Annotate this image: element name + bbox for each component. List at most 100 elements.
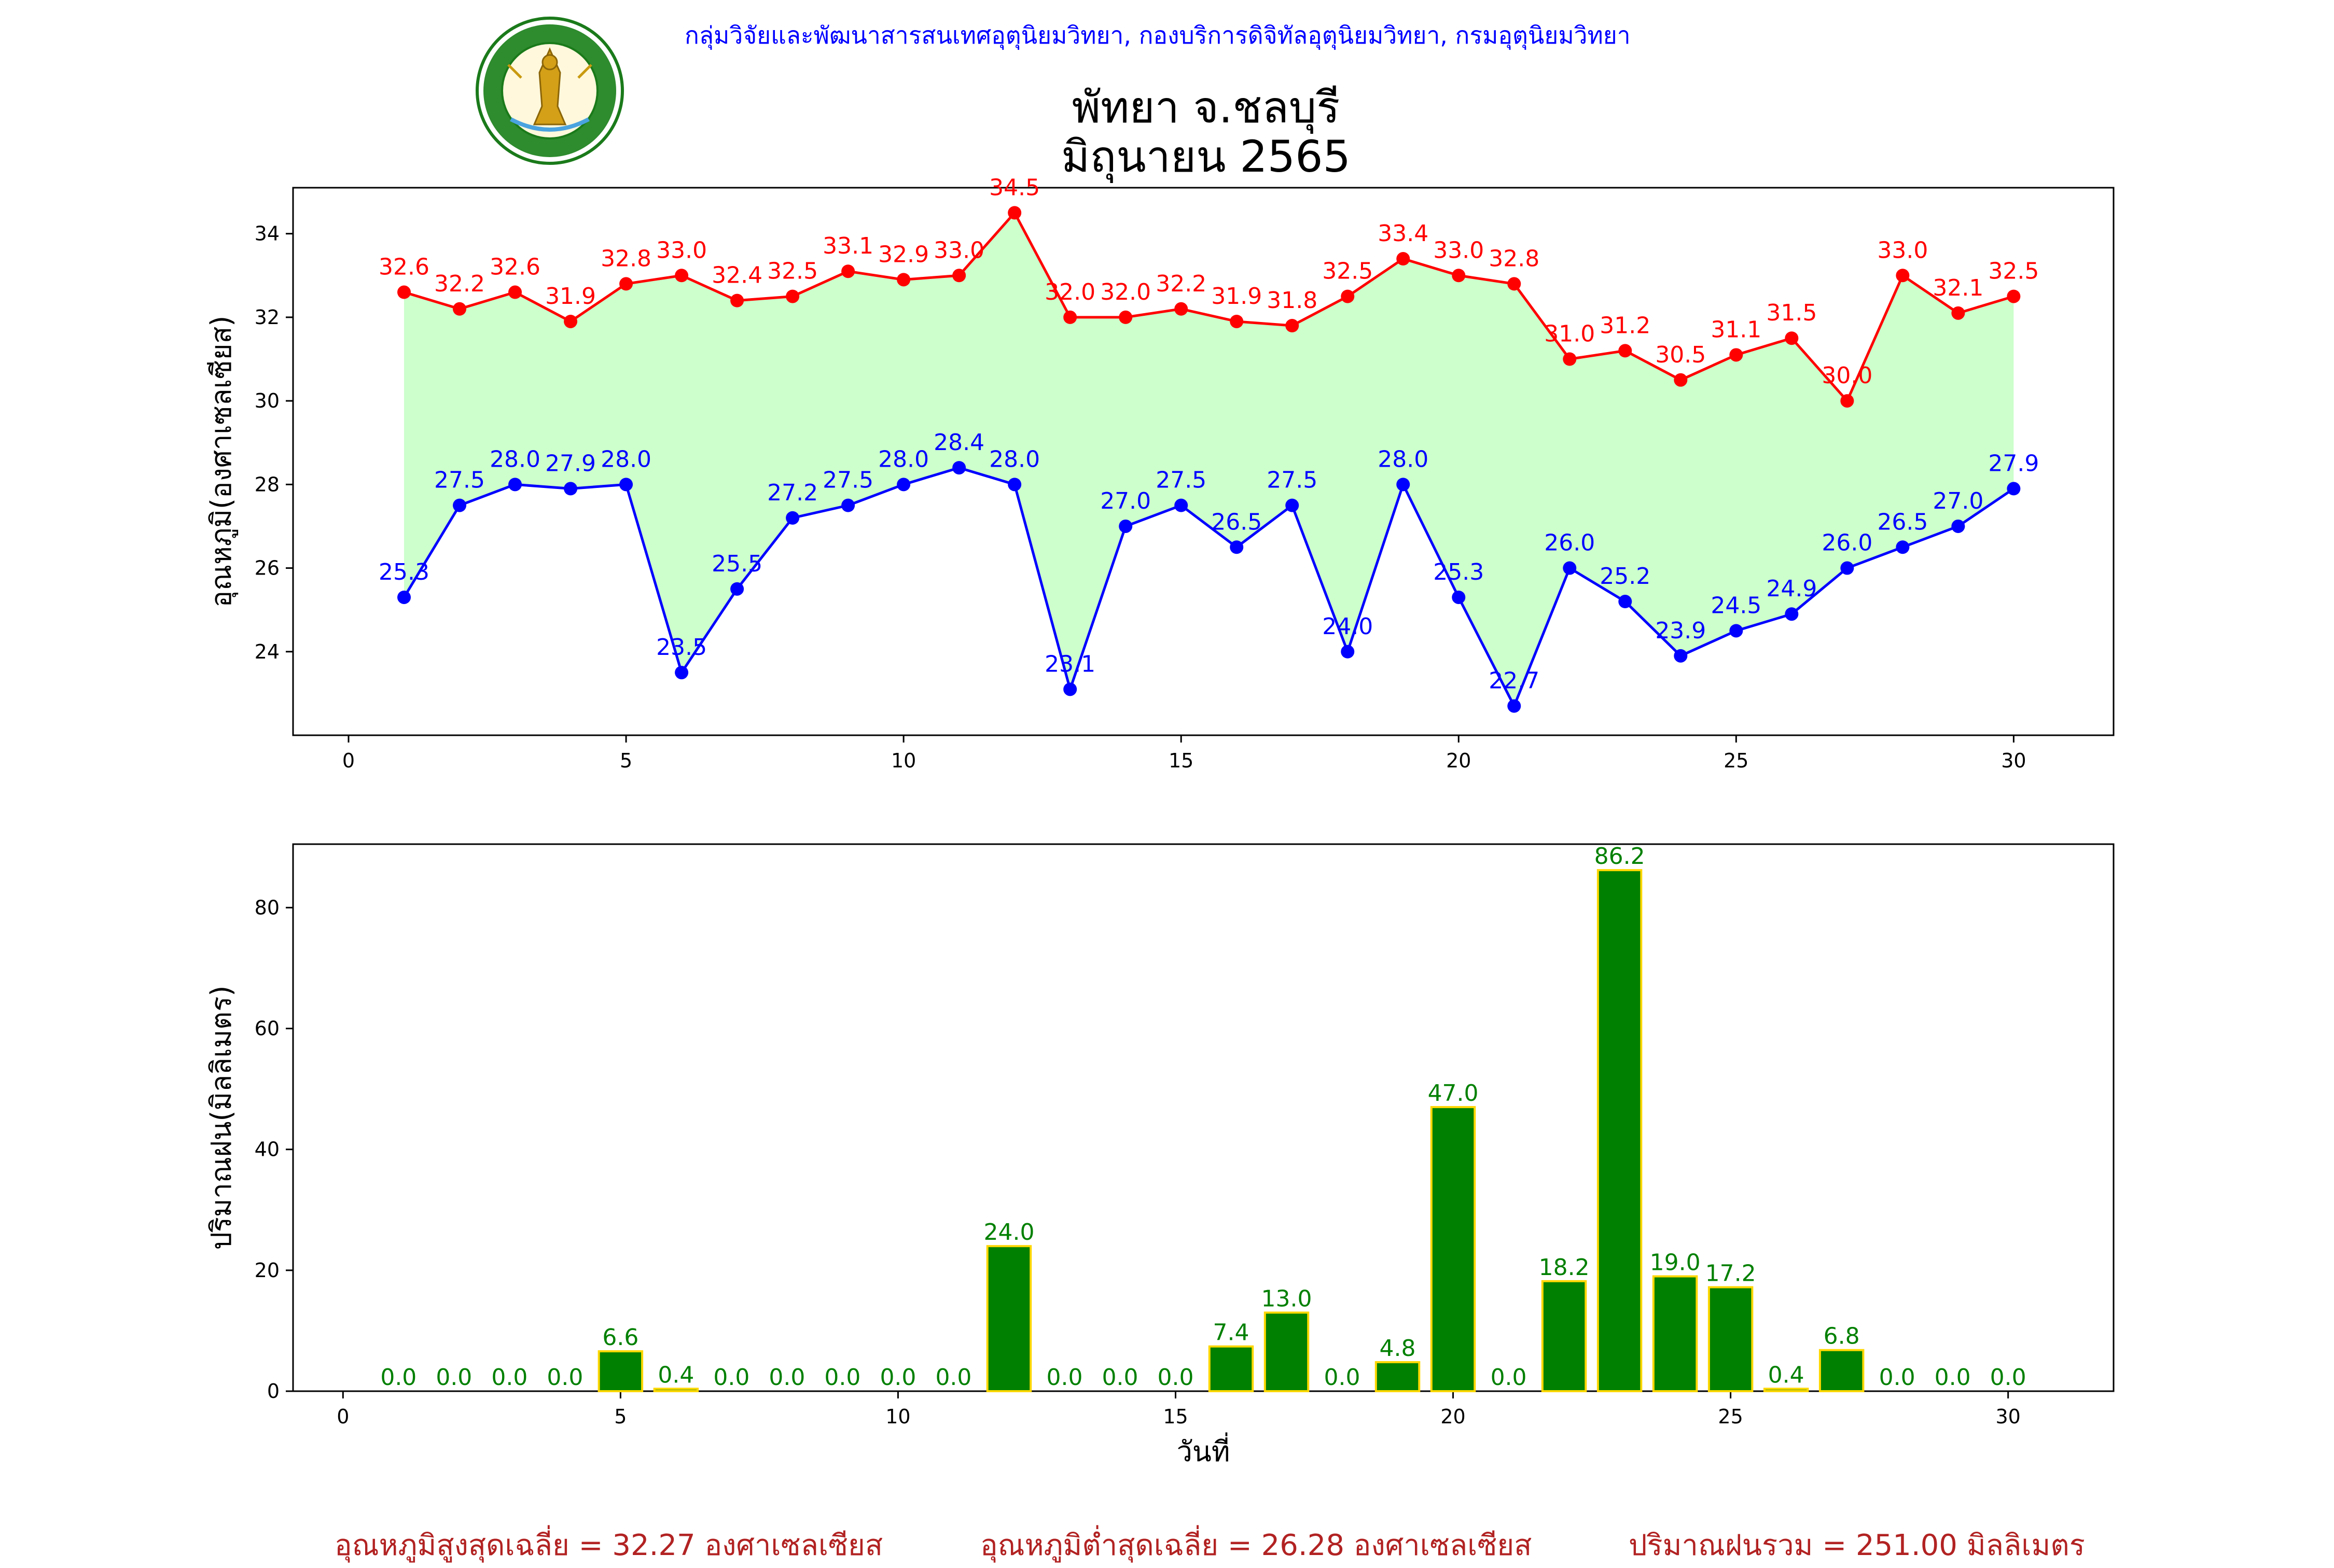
- min-temp-line: [402, 466, 2015, 709]
- rain-bar: [1541, 1280, 1587, 1392]
- rain-y-tick-label: 0: [267, 1380, 280, 1403]
- max-temp-point: [1008, 206, 1022, 220]
- min-temp-data-label: 27.5: [1267, 467, 1317, 494]
- min-temp-point: [1618, 595, 1632, 609]
- temp-x-tick-label: 25: [1724, 749, 1748, 772]
- chart-title: พัทยา จ.ชลบุรี มิถุนายน 2565: [778, 83, 1634, 181]
- rain-data-label: 0.0: [1046, 1364, 1082, 1391]
- min-temp-data-label: 27.2: [767, 480, 818, 506]
- min-temp-data-label: 27.9: [545, 450, 596, 477]
- rain-y-tick-label: 40: [255, 1138, 280, 1161]
- max-temp-point: [675, 269, 689, 283]
- min-temp-data-label: 28.4: [934, 429, 984, 456]
- rain-data-label: 24.0: [983, 1219, 1034, 1245]
- rain-data-label: 0.0: [824, 1364, 860, 1391]
- meteorological-department-logo: [476, 17, 624, 165]
- rainfall-chart: 0 5 10 15 20 25 30 0 20 40 60 80 ปริมาณฝน(มิลลิเมตร)…: [205, 843, 2115, 1468]
- max-temp-data-label: 31.8: [1267, 287, 1317, 314]
- min-temp-point: [1785, 607, 1799, 621]
- max-temp-data-label: 31.1: [1711, 316, 1761, 343]
- rain-y-tick-label: 20: [255, 1259, 280, 1282]
- temp-x-tick-label: 5: [620, 749, 632, 772]
- min-temp-data-label: 25.3: [1433, 559, 1484, 585]
- max-temp-point: [1063, 310, 1077, 324]
- min-temp-point: [1008, 478, 1022, 492]
- rain-x-tick-label: 0: [337, 1405, 349, 1428]
- max-temp-point: [1896, 269, 1910, 283]
- min-temp-point: [1896, 540, 1910, 554]
- rain-data-label: 4.8: [1380, 1335, 1416, 1362]
- max-temp-point: [564, 314, 578, 328]
- temp-y-tick-label: 26: [255, 557, 280, 580]
- max-temp-point: [1674, 373, 1688, 387]
- temp-x-tick-label: 10: [891, 749, 916, 772]
- min-temp-point: [952, 461, 966, 475]
- min-temp-data-label: 26.0: [1544, 530, 1595, 556]
- rain-x-tick-label: 10: [885, 1405, 910, 1428]
- chart-title-line2: มิถุนายน 2565: [1061, 131, 1351, 182]
- max-temp-data-label: 31.2: [1600, 312, 1650, 339]
- temperature-range-fill: [404, 213, 2014, 706]
- temp-y-axis-label: อุณหภูมิ(องศาเซลเซียส): [205, 316, 239, 608]
- min-temp-point: [675, 666, 689, 680]
- min-temp-data-label: 28.0: [989, 446, 1040, 472]
- min-temp-data-label: 26.5: [1877, 509, 1928, 535]
- rain-y-tick-label: 60: [255, 1017, 280, 1040]
- min-temp-point: [897, 478, 911, 492]
- rain-bar: [1596, 869, 1643, 1392]
- min-temp-point: [1063, 682, 1077, 696]
- max-temp-point: [619, 277, 633, 291]
- max-temp-data-label: 33.4: [1378, 220, 1428, 247]
- temp-y-tick-label: 30: [255, 389, 280, 412]
- rain-data-label: 0.0: [935, 1364, 971, 1391]
- header-credit: กลุ่มวิจัยและพัฒนาสารสนเทศอุตุนิยมวิทยา,…: [685, 21, 1631, 49]
- chart-title-line1: พัทยา จ.ชลบุรี: [1072, 82, 1340, 133]
- max-temp-data-label: 33.0: [1433, 237, 1484, 263]
- rain-bar: [1763, 1388, 1809, 1392]
- max-temp-data-label: 32.0: [1045, 279, 1095, 305]
- max-temp-data-label: 31.9: [545, 283, 596, 310]
- rain-x-tick-label: 30: [1995, 1405, 2020, 1428]
- min-temp-point: [730, 582, 744, 596]
- rain-x-axis-label: วันที่: [1177, 1432, 1230, 1468]
- rain-data-label: 0.0: [1324, 1364, 1360, 1391]
- rain-bar: [1263, 1311, 1310, 1393]
- max-temp-point: [1341, 289, 1355, 303]
- max-temp-line: [404, 211, 2015, 403]
- max-temp-data-label: 32.5: [767, 258, 818, 285]
- temp-x-tick-label: 0: [342, 749, 355, 772]
- min-temp-data-label: 27.0: [1100, 488, 1151, 514]
- rain-data-label: 17.2: [1705, 1260, 1756, 1286]
- total-rain-text: ปริมาณฝนรวม = 251.00 มิลลิเมตร: [1629, 1529, 2085, 1562]
- temp-y-tick-label: 34: [255, 222, 280, 245]
- max-temp-point: [1174, 302, 1188, 316]
- max-temp-point: [1729, 348, 1743, 362]
- max-temp-point: [508, 285, 522, 299]
- max-temp-data-label: 32.5: [1322, 258, 1373, 285]
- max-temp-point: [453, 302, 467, 316]
- rain-x-tick-label: 15: [1163, 1405, 1188, 1428]
- min-temp-point: [1674, 649, 1688, 663]
- temp-x-tick-label: 15: [1169, 749, 1193, 772]
- rain-data-label: 6.8: [1824, 1323, 1860, 1350]
- min-temp-data-label: 27.0: [1933, 488, 1983, 514]
- max-temp-point: [1285, 319, 1299, 333]
- max-temp-data-label: 32.6: [379, 254, 429, 281]
- min-temp-data-label: 28.0: [878, 446, 929, 472]
- min-temp-point: [1951, 519, 1965, 533]
- max-temp-point: [1618, 344, 1632, 358]
- temp-x-tick-label: 20: [1446, 749, 1471, 772]
- min-temp-point: [841, 498, 855, 512]
- rain-bar: [653, 1388, 699, 1392]
- max-temp-data-label: 32.2: [434, 271, 485, 297]
- max-temp-data-label: 32.2: [1156, 271, 1206, 297]
- rain-bar: [1208, 1345, 1254, 1393]
- max-temp-data-label: 33.0: [934, 237, 984, 263]
- rain-data-label: 19.0: [1650, 1250, 1701, 1276]
- rain-bar: [1818, 1349, 1865, 1392]
- avg-min-temp-text: อุณหภูมิต่ำสุดเฉลี่ย = 26.28 องศาเซลเซีย…: [980, 1529, 1532, 1562]
- rain-data-label: 0.0: [1158, 1364, 1194, 1391]
- min-temp-data-label: 28.0: [490, 446, 540, 472]
- rain-data-label: 0.4: [1768, 1362, 1804, 1388]
